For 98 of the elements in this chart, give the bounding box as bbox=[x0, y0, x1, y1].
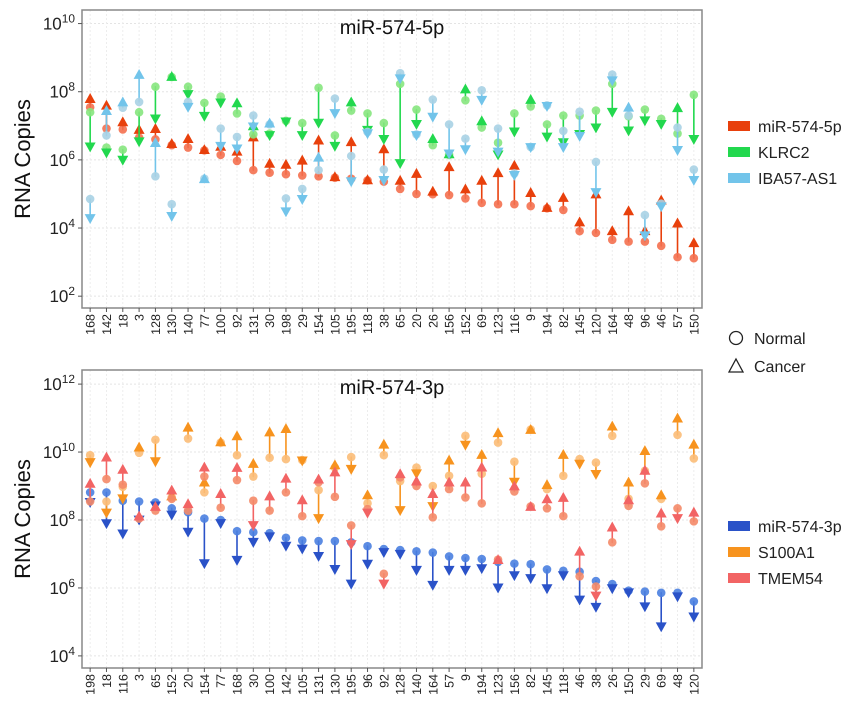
x-tick-label: 140 bbox=[410, 674, 424, 695]
y-tick-label: 10$^{8}$ bbox=[49, 80, 76, 102]
legend-label: IBA57-AS1 bbox=[758, 171, 838, 188]
text: Cancer bbox=[754, 359, 806, 376]
x-tick-label: 145 bbox=[540, 674, 554, 695]
x-tick-label: 123 bbox=[492, 674, 506, 695]
y-axis-title: RNA Copies bbox=[10, 459, 35, 579]
x-tick-label: 194 bbox=[475, 674, 490, 695]
x-tick-label: 48 bbox=[671, 674, 686, 688]
x-tick-label: 9 bbox=[524, 314, 538, 321]
x-tick-label: 57 bbox=[442, 674, 457, 688]
x-tick-label: 57 bbox=[671, 314, 686, 328]
x-tick-label: 130 bbox=[328, 674, 342, 695]
x-tick-label: 150 bbox=[622, 674, 636, 695]
chart-title: miR-574-5p bbox=[340, 17, 444, 39]
x-tick-label: 154 bbox=[198, 674, 212, 695]
x-tick-label: 198 bbox=[84, 674, 98, 695]
legend-label: miR-574-3p bbox=[758, 519, 842, 536]
x-tick-label: 130 bbox=[165, 314, 180, 335]
x-tick-label: 38 bbox=[589, 674, 604, 688]
x-tick-label: 128 bbox=[148, 314, 163, 335]
x-tick-label: 120 bbox=[589, 314, 604, 335]
x-tick-label: 142 bbox=[100, 314, 114, 335]
y-tick-label: 10$^{12}$ bbox=[42, 372, 76, 394]
x-tick-label: 168 bbox=[230, 674, 244, 695]
x-tick-label: 69 bbox=[654, 674, 669, 688]
y-tick-label: 10$^{10}$ bbox=[42, 12, 76, 34]
x-tick-label: 65 bbox=[394, 314, 408, 328]
x-tick-label: 131 bbox=[312, 674, 326, 695]
x-tick-label: 195 bbox=[344, 314, 359, 335]
y-tick-label: 10$^{6}$ bbox=[49, 148, 76, 170]
x-tick-label: 92 bbox=[377, 674, 392, 688]
y-tick-label: 10$^{8}$ bbox=[49, 508, 76, 530]
x-tick-label: 3 bbox=[132, 674, 147, 681]
legend-label: S100A1 bbox=[758, 545, 816, 562]
x-tick-label: 96 bbox=[638, 314, 652, 328]
x-tick-label: 29 bbox=[296, 314, 310, 328]
x-tick-label: 105 bbox=[296, 674, 310, 695]
x-tick-label: 118 bbox=[361, 314, 376, 334]
x-tick-label: 128 bbox=[394, 674, 408, 695]
x-tick-label: 116 bbox=[116, 674, 130, 694]
x-tick-label: 105 bbox=[328, 314, 342, 335]
y-tick-label: 10$^{6}$ bbox=[49, 576, 76, 598]
x-tick-label: 82 bbox=[524, 674, 538, 688]
text: Normal bbox=[754, 331, 806, 348]
x-tick-label: 20 bbox=[410, 314, 424, 328]
x-tick-label: 156 bbox=[442, 314, 457, 335]
x-tick-label: 120 bbox=[687, 674, 702, 695]
legend-label: miR-574-5p bbox=[758, 119, 842, 136]
x-tick-label: 26 bbox=[426, 314, 440, 328]
x-tick-label: 150 bbox=[687, 314, 702, 335]
x-tick-label: 168 bbox=[84, 314, 98, 335]
x-tick-label: 46 bbox=[654, 314, 669, 328]
y-tick-label: 10$^{10}$ bbox=[42, 440, 76, 462]
x-tick-label: 92 bbox=[230, 314, 244, 328]
chart-title: miR-574-3p bbox=[340, 377, 444, 399]
x-tick-label: 194 bbox=[540, 314, 554, 335]
x-tick-label: 77 bbox=[198, 314, 212, 328]
x-tick-label: 152 bbox=[165, 674, 180, 695]
legend-label: KLRC2 bbox=[758, 145, 810, 162]
x-tick-label: 156 bbox=[508, 674, 522, 695]
x-tick-label: 20 bbox=[182, 674, 196, 688]
x-tick-label: 65 bbox=[148, 674, 163, 688]
x-tick-label: 123 bbox=[492, 314, 506, 335]
x-tick-label: 118 bbox=[556, 674, 571, 694]
x-tick-label: 69 bbox=[475, 314, 490, 328]
x-tick-label: 131 bbox=[246, 314, 261, 335]
x-tick-label: 9 bbox=[458, 674, 473, 681]
x-tick-label: 140 bbox=[182, 314, 196, 335]
x-tick-label: 100 bbox=[214, 314, 228, 335]
x-tick-label: 145 bbox=[573, 314, 588, 335]
x-tick-label: 18 bbox=[116, 314, 130, 328]
x-tick-label: 164 bbox=[606, 314, 620, 335]
x-tick-label: 18 bbox=[100, 674, 114, 688]
x-tick-label: 26 bbox=[606, 674, 620, 688]
x-tick-label: 29 bbox=[638, 674, 652, 688]
x-tick-label: 46 bbox=[573, 674, 588, 688]
x-tick-label: 164 bbox=[426, 674, 440, 695]
legend-label: TMEM54 bbox=[758, 571, 823, 588]
x-tick-label: 100 bbox=[263, 674, 278, 695]
x-tick-label: 142 bbox=[279, 674, 294, 695]
x-tick-label: 77 bbox=[214, 674, 228, 688]
x-tick-label: 152 bbox=[458, 314, 473, 335]
x-tick-label: 30 bbox=[263, 314, 278, 328]
x-tick-label: 48 bbox=[622, 314, 636, 328]
x-tick-label: 195 bbox=[344, 674, 359, 695]
y-tick-label: 10$^{2}$ bbox=[49, 284, 76, 306]
x-tick-label: 38 bbox=[377, 314, 392, 328]
x-tick-label: 96 bbox=[361, 674, 376, 688]
x-tick-label: 30 bbox=[246, 674, 261, 688]
x-tick-label: 198 bbox=[279, 314, 294, 335]
x-tick-label: 3 bbox=[132, 314, 147, 321]
y-axis-title: RNA Copies bbox=[10, 99, 35, 219]
y-tick-label: 10$^{4}$ bbox=[49, 216, 76, 238]
y-tick-label: 10$^{4}$ bbox=[49, 644, 76, 666]
x-tick-label: 154 bbox=[312, 314, 326, 335]
x-tick-label: 116 bbox=[508, 314, 522, 334]
x-tick-label: 82 bbox=[556, 314, 571, 328]
